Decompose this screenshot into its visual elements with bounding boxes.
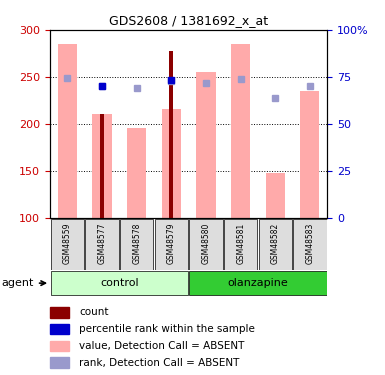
Text: value, Detection Call = ABSENT: value, Detection Call = ABSENT <box>79 341 244 351</box>
Text: GSM48580: GSM48580 <box>201 223 211 264</box>
FancyBboxPatch shape <box>51 272 188 295</box>
Bar <box>196 72 216 217</box>
Text: GSM48579: GSM48579 <box>167 223 176 264</box>
Text: agent: agent <box>2 278 45 288</box>
Bar <box>162 109 181 217</box>
Text: GSM48559: GSM48559 <box>63 223 72 264</box>
Bar <box>300 91 320 218</box>
Bar <box>169 51 173 217</box>
FancyBboxPatch shape <box>155 219 188 270</box>
FancyBboxPatch shape <box>189 219 223 270</box>
Bar <box>266 172 285 217</box>
Text: GSM48581: GSM48581 <box>236 223 245 264</box>
FancyBboxPatch shape <box>259 219 292 270</box>
FancyBboxPatch shape <box>120 219 153 270</box>
Bar <box>231 44 250 218</box>
Text: rank, Detection Call = ABSENT: rank, Detection Call = ABSENT <box>79 358 239 368</box>
Bar <box>50 307 69 318</box>
Bar <box>50 340 69 351</box>
Title: GDS2608 / 1381692_x_at: GDS2608 / 1381692_x_at <box>109 15 268 27</box>
Bar <box>50 357 69 368</box>
Text: percentile rank within the sample: percentile rank within the sample <box>79 324 255 334</box>
FancyBboxPatch shape <box>189 272 326 295</box>
FancyBboxPatch shape <box>85 219 119 270</box>
Text: count: count <box>79 307 109 317</box>
Bar <box>50 324 69 334</box>
Text: GSM48578: GSM48578 <box>132 223 141 264</box>
Text: olanzapine: olanzapine <box>228 278 288 288</box>
Text: control: control <box>100 278 139 288</box>
FancyBboxPatch shape <box>51 219 84 270</box>
FancyBboxPatch shape <box>224 219 257 270</box>
Bar <box>100 114 104 218</box>
Text: GSM48583: GSM48583 <box>305 223 315 264</box>
FancyBboxPatch shape <box>293 219 326 270</box>
Bar <box>58 44 77 218</box>
Text: GSM48582: GSM48582 <box>271 223 280 264</box>
Bar <box>92 114 112 218</box>
Text: GSM48577: GSM48577 <box>97 223 107 264</box>
Bar <box>127 128 146 218</box>
